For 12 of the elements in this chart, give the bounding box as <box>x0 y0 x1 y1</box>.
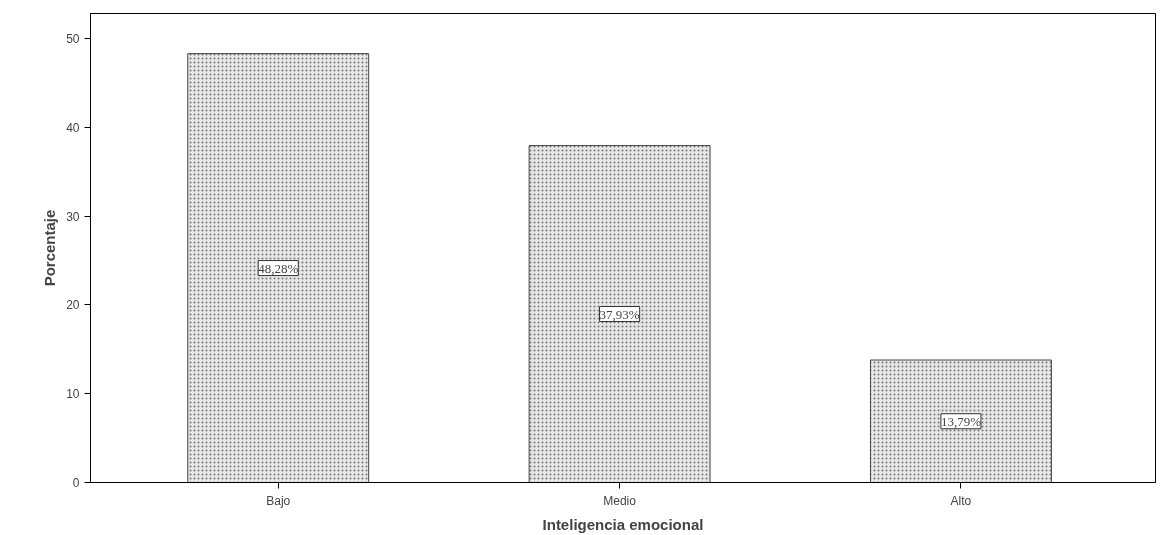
y-tick-label: 20 <box>66 298 80 313</box>
y-tick-label: 50 <box>66 31 80 46</box>
y-tick-label: 0 <box>72 476 80 490</box>
y-tick-label: 30 <box>66 209 80 224</box>
x-tick-label: Alto <box>950 493 972 508</box>
y-tick-label: 10 <box>66 387 80 402</box>
data-label: 37,93% <box>599 306 640 322</box>
x-tick-label: Medio <box>603 493 637 508</box>
x-axis-title: Inteligencia emocional <box>542 515 704 533</box>
y-tick-label: 40 <box>66 120 80 135</box>
y-axis-title: Porcentaje <box>41 209 59 287</box>
x-tick-label: Bajo <box>266 493 291 508</box>
